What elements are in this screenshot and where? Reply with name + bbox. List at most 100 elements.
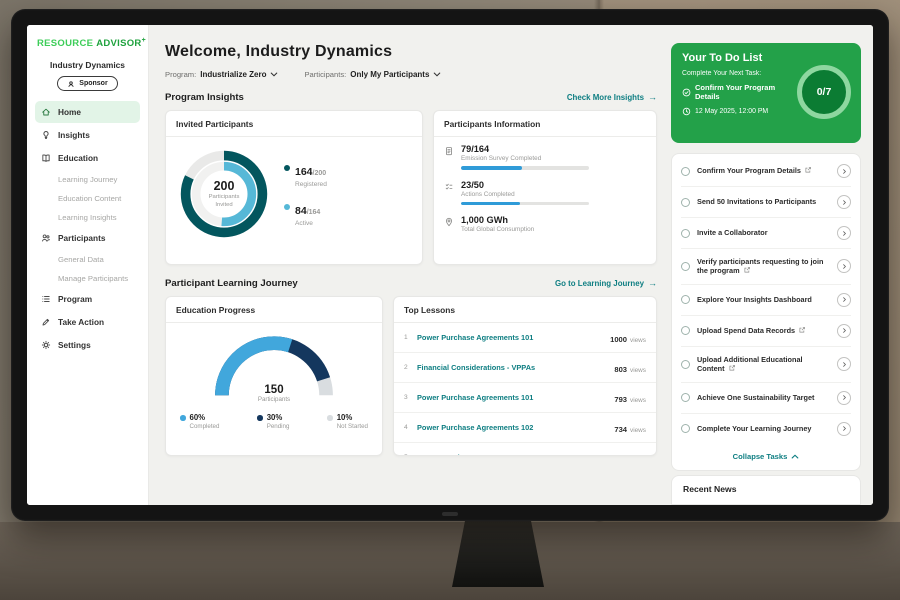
- program-filter-dropdown[interactable]: Program: Industrialize Zero: [165, 70, 278, 79]
- sidebar-item-program[interactable]: Program: [35, 288, 140, 310]
- todo-next-task-label: Confirm Your Program Details: [695, 83, 786, 101]
- background-scene: RESOURCE ADVISOR+ Industry Dynamics Spon…: [0, 0, 900, 600]
- sidebar-item-education[interactable]: Education: [35, 147, 140, 169]
- external-link-icon: [743, 266, 751, 274]
- task-row[interactable]: Confirm Your Program Details: [681, 156, 851, 187]
- chevron-down-icon: [270, 72, 278, 77]
- sidebar-item-take-action[interactable]: Take Action: [35, 311, 140, 333]
- chevron-right-icon[interactable]: [837, 226, 851, 240]
- sidebar-item-manage-participants[interactable]: Manage Participants: [35, 269, 140, 287]
- task-label: Confirm Your Program Details: [697, 166, 801, 175]
- task-label: Upload Spend Data Records: [697, 326, 795, 335]
- sidebar-item-home[interactable]: Home: [35, 101, 140, 123]
- task-checkbox[interactable]: [681, 360, 690, 369]
- sidebar-item-learning-insights[interactable]: Learning Insights: [35, 208, 140, 226]
- lesson-title-link[interactable]: Financial Considerations - VPPAs: [417, 363, 607, 372]
- task-checkbox[interactable]: [681, 262, 690, 271]
- learning-journey-section-head: Participant Learning Journey Go to Learn…: [165, 278, 657, 289]
- filter-bar: Program: Industrialize Zero Participants…: [165, 70, 657, 79]
- task-checkbox[interactable]: [681, 393, 690, 402]
- go-to-learning-journey-link[interactable]: Go to Learning Journey →: [555, 279, 657, 288]
- task-row[interactable]: Upload Spend Data Records: [681, 316, 851, 347]
- chevron-right-icon[interactable]: [837, 422, 851, 436]
- lesson-row[interactable]: 2 Financial Considerations - VPPAs 803vi…: [394, 353, 656, 383]
- legend-value: 84: [295, 205, 307, 217]
- lesson-title-link[interactable]: Power Purchase Agreements 101: [417, 333, 603, 342]
- dashboard-screen: RESOURCE ADVISOR+ Industry Dynamics Spon…: [27, 25, 873, 505]
- lesson-title-link[interactable]: Power Purchase Agreements 101: [417, 393, 607, 402]
- lesson-row[interactable]: 1 Power Purchase Agreements 101 1000view…: [394, 323, 656, 353]
- lesson-title-link[interactable]: Power Purchase Agreements 103: [417, 453, 607, 456]
- clock-icon: [682, 107, 691, 116]
- insights-cards-row: Invited Participants: [165, 110, 657, 265]
- chevron-right-icon[interactable]: [837, 293, 851, 307]
- section-title: Program Insights: [165, 92, 244, 103]
- lesson-row[interactable]: 3 Power Purchase Agreements 101 793views: [394, 383, 656, 413]
- task-row[interactable]: Explore Your Insights Dashboard: [681, 285, 851, 316]
- org-name: Industry Dynamics: [35, 60, 140, 70]
- task-checkbox[interactable]: [681, 326, 690, 335]
- legend-item-registered: 164/200 Registered: [284, 162, 327, 188]
- todo-tasks-card: Confirm Your Program Details Send 50 Inv…: [671, 153, 861, 471]
- external-link-icon: [728, 364, 736, 372]
- lesson-row[interactable]: 5 Power Purchase Agreements 103 600views: [394, 443, 656, 456]
- chevron-right-icon[interactable]: [837, 195, 851, 209]
- donut-center-value: 200: [214, 179, 235, 193]
- participants-information-card: Participants Information 79/164 Emission…: [433, 110, 657, 265]
- todo-summary-card: Your To Do List Complete Your Next Task:…: [671, 43, 861, 143]
- task-row[interactable]: Invite a Collaborator: [681, 218, 851, 249]
- task-checkbox[interactable]: [681, 229, 690, 238]
- lesson-views-label: views: [630, 337, 646, 344]
- chevron-right-icon[interactable]: [837, 357, 851, 371]
- participants-filter-dropdown[interactable]: Participants: Only My Participants: [304, 70, 441, 79]
- program-filter-label: Program:: [165, 70, 196, 79]
- task-checkbox[interactable]: [681, 167, 690, 176]
- lesson-rank: 4: [404, 424, 410, 431]
- sidebar-item-education-content[interactable]: Education Content: [35, 189, 140, 207]
- main-content: Welcome, Industry Dynamics Program: Indu…: [149, 25, 873, 505]
- recent-news-title: Recent News: [683, 484, 737, 494]
- sidebar-item-label: Learning Insights: [58, 213, 117, 222]
- task-row[interactable]: Upload Additional Educational Content: [681, 347, 851, 383]
- sidebar-item-participants[interactable]: Participants: [35, 227, 140, 249]
- lesson-rank: 5: [404, 454, 410, 456]
- resource-advisor-logo: RESOURCE ADVISOR+: [35, 37, 140, 49]
- task-row[interactable]: Send 50 Invitations to Participants: [681, 187, 851, 218]
- lesson-row[interactable]: 4 Power Purchase Agreements 102 734views: [394, 413, 656, 443]
- sidebar: RESOURCE ADVISOR+ Industry Dynamics Spon…: [27, 25, 149, 505]
- sidebar-item-label: Education: [58, 153, 98, 163]
- check-more-insights-link[interactable]: Check More Insights →: [567, 93, 657, 102]
- sidebar-item-settings[interactable]: Settings: [35, 334, 140, 356]
- lesson-title-link[interactable]: Power Purchase Agreements 102: [417, 423, 607, 432]
- recent-news-card[interactable]: Recent News: [671, 475, 861, 505]
- program-insights-section-head: Program Insights Check More Insights →: [165, 92, 657, 103]
- task-checkbox[interactable]: [681, 424, 690, 433]
- education-progress-gauge-chart: 150 Participants: [212, 333, 336, 403]
- info-value: 1,000 GWh: [461, 215, 534, 225]
- arrow-right-icon: →: [648, 93, 657, 102]
- sidebar-item-label: Learning Journey: [58, 175, 117, 184]
- task-row[interactable]: Complete Your Learning Journey: [681, 414, 851, 444]
- collapse-tasks-link[interactable]: Collapse Tasks: [681, 444, 851, 470]
- task-row[interactable]: Achieve One Sustainability Target: [681, 383, 851, 414]
- logo-secondary: ADVISOR: [96, 38, 141, 49]
- chevron-right-icon[interactable]: [837, 259, 851, 273]
- task-row[interactable]: Verify participants requesting to join t…: [681, 249, 851, 285]
- lesson-views: 793: [614, 395, 627, 404]
- chevron-down-icon: [433, 72, 441, 77]
- task-checkbox[interactable]: [681, 295, 690, 304]
- chevron-right-icon[interactable]: [837, 391, 851, 405]
- sponsor-badge-label: Sponsor: [79, 80, 107, 87]
- legend-item-completed: 60% Completed: [180, 413, 219, 430]
- actions-completed-progress-bar: [461, 202, 589, 206]
- task-checkbox[interactable]: [681, 198, 690, 207]
- chevron-right-icon[interactable]: [837, 164, 851, 178]
- legend-total: /200: [313, 170, 327, 177]
- legend-total: /164: [307, 209, 321, 216]
- chevron-right-icon[interactable]: [837, 324, 851, 338]
- sidebar-item-insights[interactable]: Insights: [35, 124, 140, 146]
- sidebar-item-general-data[interactable]: General Data: [35, 250, 140, 268]
- sidebar-item-learning-journey[interactable]: Learning Journey: [35, 170, 140, 188]
- sponsor-badge[interactable]: Sponsor: [57, 76, 117, 91]
- info-value: 23/50: [461, 180, 589, 190]
